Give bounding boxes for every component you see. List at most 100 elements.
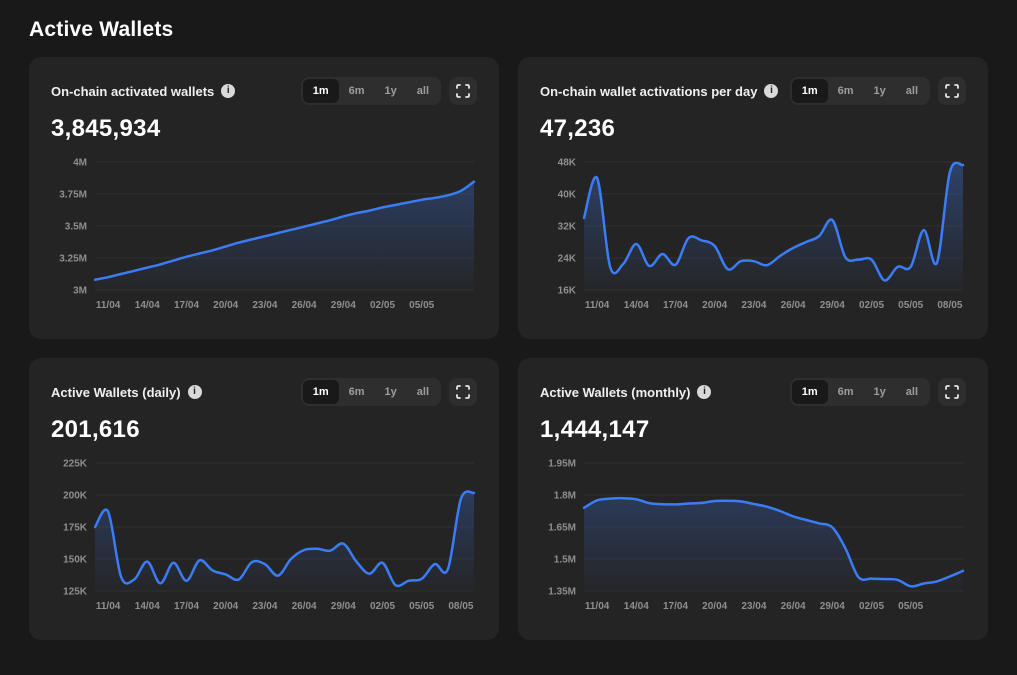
chart-title: Active Wallets (daily)	[51, 384, 181, 400]
x-axis-label: 20/04	[702, 601, 727, 612]
metric-value: 201,616	[51, 416, 140, 443]
fullscreen-icon	[456, 84, 470, 98]
card-header: Active Wallets (monthly) i 1m 6m 1y all	[540, 378, 966, 406]
range-all-button[interactable]: all	[905, 386, 918, 398]
x-axis-label: 11/04	[96, 300, 121, 311]
range-1y-button[interactable]: 1y	[873, 386, 886, 398]
range-selector: 1m 6m 1y all	[300, 378, 441, 406]
y-axis-label: 125K	[63, 587, 88, 598]
x-axis-label: 23/04	[252, 300, 277, 311]
fullscreen-icon	[945, 84, 959, 98]
x-axis-label: 23/04	[741, 601, 766, 612]
x-axis-label: 17/04	[174, 300, 199, 311]
x-axis-label: 20/04	[213, 300, 238, 311]
y-axis-label: 175K	[63, 523, 88, 534]
x-axis-label: 14/04	[624, 601, 649, 612]
y-axis-label: 24K	[558, 254, 577, 265]
activations-per-day-chart[interactable]: 48K 40K 32K 24K 16K 11/04 14/04 17/04 20/04 23/04…	[540, 152, 965, 312]
y-axis-label: 16K	[558, 286, 577, 297]
range-all-button[interactable]: all	[905, 85, 918, 97]
range-selector: 1m 6m 1y all	[789, 77, 930, 105]
x-axis-label: 08/05	[448, 601, 473, 612]
fullscreen-button[interactable]	[938, 378, 966, 406]
range-1m-button[interactable]: 1m	[302, 79, 339, 103]
x-axis-label: 26/04	[292, 300, 317, 311]
range-selector: 1m 6m 1y all	[300, 77, 441, 105]
info-icon[interactable]: i	[697, 385, 712, 399]
range-all-button[interactable]: all	[416, 386, 429, 398]
y-axis-label: 225K	[63, 459, 88, 470]
x-axis-label: 26/04	[292, 601, 317, 612]
area-fill	[95, 491, 474, 591]
x-axis-label: 05/05	[898, 601, 923, 612]
range-6m-button[interactable]: 6m	[837, 85, 854, 97]
line-series	[582, 496, 965, 588]
x-axis-label: 20/04	[702, 300, 727, 311]
area-fill	[584, 498, 963, 591]
y-axis-label: 3.75M	[59, 190, 87, 201]
card-onchain-wallet-activations-per-day: On-chain wallet activations per day i 1m…	[518, 57, 988, 339]
metric-value: 1,444,147	[540, 416, 650, 443]
range-all-button[interactable]: all	[416, 85, 429, 97]
y-axis-label: 40K	[558, 190, 577, 201]
y-axis-label: 1.35M	[548, 587, 576, 598]
y-axis-label: 4M	[73, 158, 87, 169]
x-axis-label: 17/04	[174, 601, 199, 612]
x-axis-label: 14/04	[624, 300, 649, 311]
range-1m-button[interactable]: 1m	[302, 380, 339, 404]
active-wallets-monthly-chart[interactable]: 1.95M 1.8M 1.65M 1.5M 1.35M 11/04 14/04 17/04 20…	[540, 453, 965, 613]
x-axis-label: 17/04	[663, 601, 688, 612]
info-icon[interactable]: i	[221, 84, 236, 98]
x-axis-label: 05/05	[898, 300, 923, 311]
x-axis-label: 29/04	[820, 601, 845, 612]
info-icon[interactable]: i	[187, 385, 202, 399]
page-title: Active Wallets	[29, 18, 174, 41]
active-wallets-daily-chart[interactable]: 225K 200K 175K 150K 125K 11/04 14/04 17/04 20/04…	[51, 453, 476, 613]
chart-title: Active Wallets (monthly)	[540, 384, 691, 400]
x-axis-label: 23/04	[252, 601, 277, 612]
metric-value: 3,845,934	[51, 115, 161, 142]
y-axis-label: 3.25M	[59, 254, 87, 265]
x-axis-label: 29/04	[331, 300, 356, 311]
y-axis-label: 1.5M	[554, 555, 576, 566]
card-header: On-chain activated wallets i 1m 6m 1y al…	[51, 77, 477, 105]
x-axis-label: 29/04	[331, 601, 356, 612]
y-axis-label: 1.95M	[548, 459, 576, 470]
x-axis-label: 23/04	[741, 300, 766, 311]
y-axis-label: 150K	[63, 555, 88, 566]
line-series	[582, 161, 965, 282]
card-onchain-activated-wallets: On-chain activated wallets i 1m 6m 1y al…	[29, 57, 499, 339]
range-6m-button[interactable]: 6m	[348, 386, 365, 398]
y-axis-label: 1.8M	[554, 491, 576, 502]
range-1y-button[interactable]: 1y	[384, 85, 397, 97]
card-header: Active Wallets (daily) i 1m 6m 1y all	[51, 378, 477, 406]
x-axis-label: 02/05	[859, 300, 884, 311]
range-1y-button[interactable]: 1y	[873, 85, 886, 97]
y-axis-label: 48K	[558, 158, 577, 169]
y-axis-label: 200K	[63, 491, 88, 502]
x-axis-label: 26/04	[781, 300, 806, 311]
area-fill	[95, 181, 474, 290]
x-axis-label: 11/04	[585, 601, 610, 612]
card-active-wallets-monthly: Active Wallets (monthly) i 1m 6m 1y all	[518, 358, 988, 640]
fullscreen-button[interactable]	[938, 77, 966, 105]
info-icon[interactable]: i	[764, 84, 779, 98]
chart-title: On-chain activated wallets	[51, 83, 215, 99]
y-axis-label: 32K	[558, 222, 577, 233]
range-1m-button[interactable]: 1m	[791, 79, 828, 103]
range-1y-button[interactable]: 1y	[384, 386, 397, 398]
fullscreen-button[interactable]	[449, 378, 477, 406]
fullscreen-icon	[456, 385, 470, 399]
y-axis-label: 3M	[73, 286, 87, 297]
range-1m-button[interactable]: 1m	[791, 380, 828, 404]
line-series	[93, 180, 476, 282]
range-6m-button[interactable]: 6m	[348, 85, 365, 97]
x-axis-label: 14/04	[135, 300, 160, 311]
fullscreen-button[interactable]	[449, 77, 477, 105]
card-header: On-chain wallet activations per day i 1m…	[540, 77, 966, 105]
range-selector: 1m 6m 1y all	[789, 378, 930, 406]
metric-value: 47,236	[540, 115, 616, 142]
line-series	[93, 490, 476, 588]
activated-wallets-chart[interactable]: 4M 3.75M 3.5M 3.25M 3M 11/04 14/04 17/04 20/04 23…	[51, 152, 476, 312]
range-6m-button[interactable]: 6m	[837, 386, 854, 398]
